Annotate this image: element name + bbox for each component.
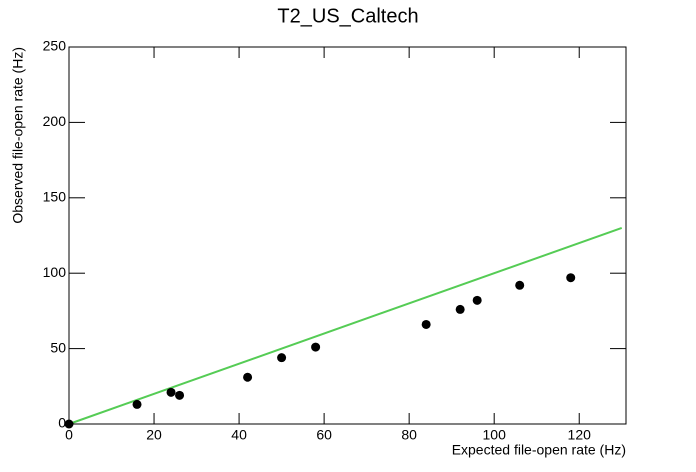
y-tick-label: 150 [43, 189, 67, 205]
data-point [277, 353, 287, 363]
plot-frame [68, 46, 627, 425]
fit-line [68, 227, 623, 425]
x-axis-title: Expected file-open rate (Hz) [452, 442, 626, 458]
y-tick-label: 0 [58, 415, 66, 431]
y-axis-title: Observed file-open rate (Hz) [10, 47, 26, 224]
data-point [515, 280, 525, 290]
data-point [455, 304, 465, 314]
x-tick-label: 100 [483, 427, 507, 443]
data-point [132, 399, 142, 409]
data-point [421, 319, 431, 329]
x-tick-label: 40 [231, 427, 247, 443]
data-point [64, 419, 74, 429]
data-point [566, 273, 576, 283]
y-tick-label: 100 [43, 264, 67, 280]
data-point [243, 372, 253, 382]
chart-title: T2_US_Caltech [277, 5, 418, 27]
y-tick-label: 50 [50, 339, 66, 355]
x-tick-label: 80 [401, 427, 417, 443]
x-tick-label: 0 [65, 427, 73, 443]
data-point [311, 342, 321, 352]
x-tick-label: 20 [146, 427, 162, 443]
data-point [166, 387, 176, 397]
data-point [472, 295, 482, 305]
y-tick-label: 200 [43, 113, 67, 129]
y-tick-label: 250 [43, 38, 67, 54]
data-point [175, 390, 185, 400]
x-tick-label: 120 [568, 427, 592, 443]
x-tick-label: 60 [316, 427, 332, 443]
